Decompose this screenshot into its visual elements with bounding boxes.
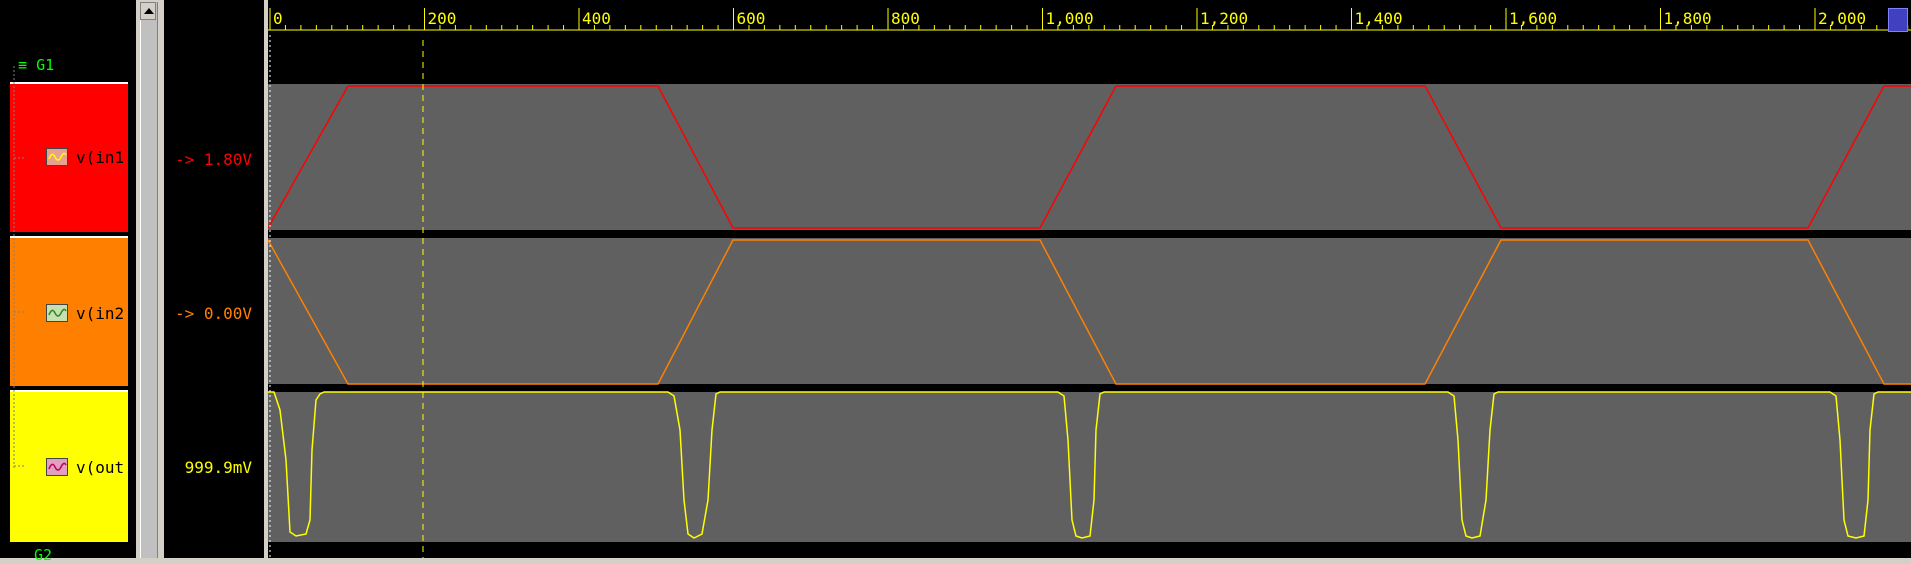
- signal-row-vout[interactable]: v(out: [10, 390, 128, 542]
- waveform-area[interactable]: [267, 0, 1911, 558]
- signal-value: -> 0.00V: [174, 304, 252, 323]
- sine-wave-icon: [46, 458, 68, 476]
- signal-name: v(in1: [76, 148, 125, 167]
- ruler-label: 400: [582, 9, 611, 28]
- sine-wave-icon: [46, 148, 68, 166]
- value-panel: -> 1.80V -> 0.00V 999.9mV: [164, 0, 264, 558]
- signal-name: v(in2: [76, 304, 125, 323]
- tree-lines: [13, 66, 26, 470]
- ruler-label: 0: [273, 9, 283, 28]
- signal-name: v(out: [76, 458, 125, 477]
- scroll-up-arrow-icon[interactable]: [140, 2, 156, 20]
- group-expand-icon[interactable]: ≡: [18, 56, 37, 74]
- ruler-end-marker[interactable]: [1888, 8, 1908, 32]
- waveform-vin1: [267, 85, 1911, 229]
- signal-value: 999.9mV: [184, 458, 252, 477]
- signal-row-vin1[interactable]: v(in1: [10, 82, 128, 232]
- waveform-canvas[interactable]: [267, 0, 1911, 558]
- ruler-label: 600: [737, 9, 766, 28]
- ruler-canvas: 0 200 400 600 800 1,000 1,200 1,400 1,600 1,800 2,…: [268, 8, 1911, 31]
- ruler-label: 1,600: [1509, 9, 1557, 28]
- waveform-vin2: [267, 239, 1911, 385]
- signal-row-vin2[interactable]: v(in2: [10, 236, 128, 386]
- lane-vin2: [268, 238, 1911, 384]
- sine-wave-icon: [46, 304, 68, 322]
- ruler-label: 1,400: [1355, 9, 1403, 28]
- signal-value: -> 1.80V: [174, 150, 252, 169]
- lane-vout: [268, 392, 1911, 542]
- ruler-label: 1,000: [1046, 9, 1094, 28]
- group-label-g1[interactable]: ≡ G1: [18, 56, 54, 74]
- vertical-scrollbar[interactable]: [140, 2, 158, 558]
- ruler-label: 800: [891, 9, 920, 28]
- ruler-label: 1,800: [1664, 9, 1712, 28]
- group-name: G1: [36, 56, 55, 74]
- signal-name-panel: ≡ G1 v(in1 v(in2 v(out G2: [0, 0, 136, 564]
- waveform-vout: [268, 391, 1911, 539]
- ruler-label: 2,000: [1818, 9, 1866, 28]
- time-ruler[interactable]: 0 200 400 600 800 1,000 1,200 1,400 1,600 1,800 2,…: [268, 4, 1911, 32]
- ruler-label: 200: [428, 9, 457, 28]
- ruler-label: 1,200: [1200, 9, 1248, 28]
- lane-vin1: [268, 84, 1911, 230]
